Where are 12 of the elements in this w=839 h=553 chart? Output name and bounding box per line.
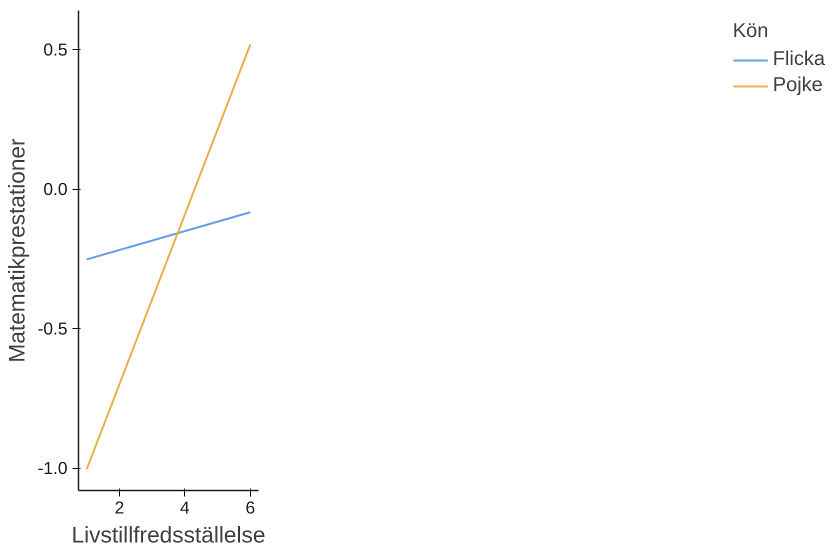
x-axis-title: Livstillfredsställelse [72, 522, 266, 548]
y-tick-label: -0.5 [38, 318, 68, 339]
y-axis-title: Matematikprestationer [4, 138, 30, 363]
legend-label: Flicka [772, 48, 825, 71]
legend-title: Kön [732, 20, 770, 43]
x-tick-label: 6 [246, 498, 256, 518]
legend-label: Pojke [772, 74, 823, 97]
x-tick-label: 4 [180, 498, 190, 518]
y-tick-label: -1.0 [38, 458, 68, 478]
y-tick-label: 0.0 [43, 179, 68, 200]
x-tick-label: 2 [114, 498, 124, 518]
y-tick-label: 0.5 [43, 40, 68, 60]
